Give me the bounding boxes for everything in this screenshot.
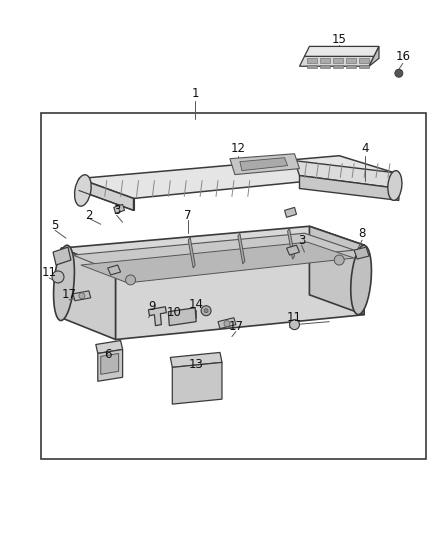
Text: 17: 17	[61, 288, 77, 301]
Text: 11: 11	[42, 266, 57, 279]
Polygon shape	[309, 226, 364, 314]
Circle shape	[395, 69, 403, 77]
Polygon shape	[240, 158, 288, 171]
Text: 8: 8	[358, 227, 366, 240]
Bar	[333, 58, 343, 63]
Text: 11: 11	[287, 311, 302, 324]
Circle shape	[224, 321, 230, 327]
Polygon shape	[148, 307, 166, 326]
Text: 9: 9	[148, 300, 156, 313]
Polygon shape	[300, 175, 399, 200]
Polygon shape	[304, 46, 379, 56]
Bar	[359, 65, 369, 68]
Polygon shape	[238, 233, 245, 264]
Polygon shape	[288, 228, 294, 259]
Circle shape	[201, 306, 211, 316]
Polygon shape	[188, 237, 195, 268]
Polygon shape	[73, 291, 91, 301]
Text: 1: 1	[191, 86, 199, 100]
Text: 17: 17	[228, 320, 244, 333]
Polygon shape	[61, 248, 116, 340]
Polygon shape	[79, 179, 134, 211]
Polygon shape	[53, 247, 71, 265]
Circle shape	[52, 271, 64, 283]
Polygon shape	[114, 204, 124, 213]
Polygon shape	[170, 352, 222, 367]
Ellipse shape	[351, 245, 371, 314]
Ellipse shape	[388, 171, 402, 200]
Polygon shape	[101, 353, 119, 374]
Text: 6: 6	[104, 348, 111, 361]
Polygon shape	[286, 245, 300, 255]
Text: 14: 14	[189, 298, 204, 311]
Circle shape	[79, 293, 85, 299]
Bar	[346, 65, 356, 68]
Polygon shape	[230, 154, 300, 175]
Circle shape	[290, 320, 300, 329]
Polygon shape	[369, 46, 379, 66]
Ellipse shape	[53, 245, 74, 320]
Bar	[333, 65, 343, 68]
Polygon shape	[285, 207, 297, 217]
Ellipse shape	[74, 175, 91, 206]
Polygon shape	[354, 247, 369, 259]
Polygon shape	[61, 226, 364, 270]
Polygon shape	[108, 265, 120, 275]
Text: 12: 12	[230, 142, 245, 155]
Text: 15: 15	[332, 33, 346, 46]
Circle shape	[204, 309, 208, 313]
Bar	[320, 65, 330, 68]
Polygon shape	[116, 245, 364, 340]
Bar	[359, 58, 369, 63]
Text: 4: 4	[361, 142, 369, 155]
Circle shape	[334, 255, 344, 265]
Polygon shape	[96, 341, 123, 353]
Bar	[307, 58, 318, 63]
Bar	[307, 65, 318, 68]
Polygon shape	[79, 156, 394, 198]
Polygon shape	[294, 160, 399, 189]
Text: 10: 10	[167, 306, 182, 319]
Polygon shape	[73, 233, 354, 275]
Polygon shape	[300, 56, 374, 66]
Polygon shape	[81, 242, 354, 283]
Circle shape	[126, 275, 135, 285]
Text: 2: 2	[85, 209, 92, 222]
Bar	[320, 58, 330, 63]
Bar	[41, 113, 426, 459]
Polygon shape	[218, 318, 236, 329]
Text: 7: 7	[184, 209, 192, 222]
Polygon shape	[172, 362, 222, 404]
Polygon shape	[98, 350, 123, 381]
Bar	[346, 58, 356, 63]
Text: 13: 13	[189, 358, 204, 371]
Text: 16: 16	[396, 50, 410, 63]
Text: 3: 3	[113, 204, 120, 217]
Polygon shape	[168, 308, 196, 326]
Text: 5: 5	[51, 219, 59, 232]
Text: 3: 3	[298, 233, 305, 247]
